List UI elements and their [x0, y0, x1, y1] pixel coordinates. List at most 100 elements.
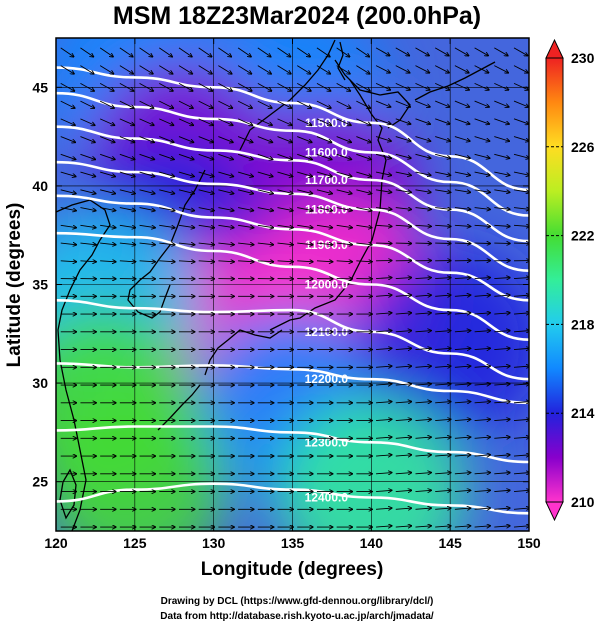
wind-arrow: [277, 224, 294, 227]
wind-arrow: [494, 419, 510, 420]
wind-arrow: [415, 331, 431, 332]
wind-arrow: [100, 243, 116, 245]
wind-arrow: [415, 366, 431, 367]
wind-arrow: [513, 490, 529, 491]
wind-arrow: [218, 136, 233, 143]
wind-arrow: [100, 224, 116, 227]
contour-line-12100.0: [56, 299, 529, 381]
footer-credit-drawing: Drawing by DCL (https://www.gfd-dennou.o…: [161, 596, 434, 607]
wind-arrow: [159, 153, 174, 159]
wind-arrow: [60, 136, 76, 143]
wind-arrow: [277, 47, 291, 57]
wind-arrow: [356, 136, 371, 143]
wind-arrow: [435, 278, 451, 279]
wind-arrow: [336, 224, 353, 227]
contour-line-12000.0: [56, 231, 529, 341]
wind-arrow: [80, 100, 94, 108]
wind-arrow: [494, 208, 510, 210]
wind-arrow: [395, 402, 412, 403]
wind-arrow: [316, 100, 331, 108]
wind-arrow: [198, 65, 213, 74]
wind-arrow: [454, 348, 471, 349]
wind-arrow: [494, 82, 509, 90]
colorbar-label-226: 226: [571, 139, 595, 155]
wind-arrow: [336, 136, 352, 143]
wind-arrow: [494, 65, 508, 73]
wind-arrow: [474, 473, 491, 474]
wind-arrow: [356, 100, 370, 108]
wind-arrow: [336, 243, 353, 245]
wind-arrow: [494, 508, 510, 509]
wind-arrow: [356, 47, 369, 57]
wind-arrow: [513, 366, 529, 367]
wind-arrow: [454, 278, 471, 279]
wind-arrow: [376, 295, 392, 296]
wind-arrow: [100, 207, 116, 211]
wind-arrow: [139, 224, 156, 227]
y-tick-label-45: 45: [32, 79, 48, 95]
wind-arrow: [80, 261, 96, 262]
colorbar-label-210: 210: [571, 494, 595, 510]
wind-arrow: [454, 331, 471, 332]
wind-arrow: [435, 331, 451, 332]
wind-arrow: [494, 473, 510, 474]
coastline-kurils: [414, 61, 496, 101]
wind-arrow: [257, 207, 274, 211]
wind-arrow: [454, 208, 471, 210]
wind-arrow: [277, 82, 292, 91]
wind-arrow: [513, 437, 529, 438]
wind-arrow: [494, 136, 509, 142]
wind-arrow: [316, 153, 332, 159]
wind-arrow: [119, 189, 136, 194]
coastline-sakhalin: [337, 41, 346, 81]
wind-arrow: [336, 82, 351, 91]
wind-arrow: [316, 243, 333, 245]
wind-arrow: [395, 153, 412, 158]
wind-arrow: [60, 261, 77, 262]
axes: 120 125 130 135 140 145 150 25 30 35 40 45: [32, 38, 541, 551]
wind-arrow: [435, 189, 451, 193]
wind-arrow: [376, 455, 392, 456]
wind-arrow: [435, 455, 451, 456]
wind-arrow: [316, 224, 333, 227]
wind-arrow: [336, 207, 353, 211]
wind-arrow: [99, 47, 113, 57]
wind-arrow: [119, 207, 136, 211]
wind-arrow: [159, 47, 172, 57]
wind-arrow: [139, 100, 154, 108]
x-tick-label-145: 145: [438, 535, 462, 551]
wind-arrow: [474, 455, 491, 456]
x-tick-label-125: 125: [123, 535, 147, 551]
y-axis-title: Latitude (degrees): [4, 203, 25, 368]
wind-arrow: [297, 171, 312, 176]
wind-arrow: [395, 171, 412, 175]
wind-arrow: [139, 153, 155, 159]
wind-arrow: [415, 348, 431, 349]
wind-arrow: [336, 100, 351, 108]
wind-arrow: [119, 153, 135, 159]
y-tick-label-30: 30: [32, 375, 48, 391]
wind-arrow: [376, 526, 392, 527]
wind-arrow: [198, 153, 214, 159]
coastline-ryukyu: [157, 384, 201, 431]
wind-arrow: [119, 100, 134, 108]
wind-arrow: [513, 171, 529, 175]
wind-arrow: [257, 224, 274, 227]
wind-arrow: [376, 384, 392, 385]
wind-arrow: [376, 348, 392, 349]
contour-label-12300.0: 12300.0: [305, 435, 349, 449]
wind-arrow: [474, 153, 491, 158]
wind-arrow: [218, 243, 234, 245]
wind-arrow: [198, 82, 213, 91]
wind-arrow: [297, 136, 312, 143]
wind-arrow: [297, 189, 313, 194]
wind-arrow: [435, 508, 451, 509]
wind-arrow: [356, 82, 370, 91]
wind-arrow: [356, 224, 372, 227]
wind-arrow: [297, 207, 313, 211]
wind-arrow: [454, 189, 471, 193]
wind-arrow: [178, 100, 193, 108]
wind-arrow: [494, 366, 510, 367]
colorbar-label-214: 214: [571, 405, 595, 421]
wind-arrow: [80, 189, 96, 194]
